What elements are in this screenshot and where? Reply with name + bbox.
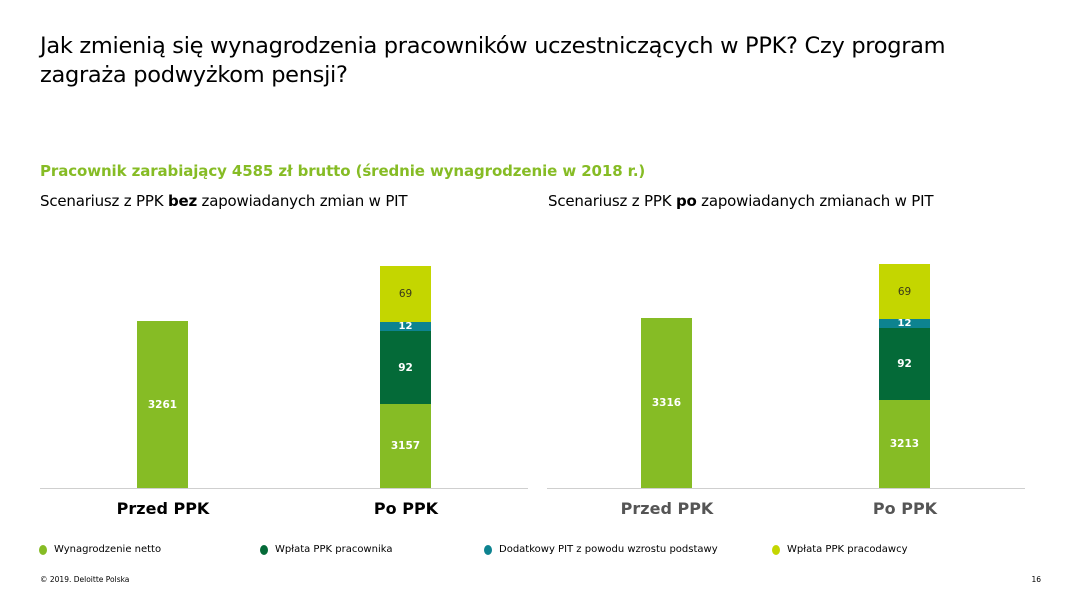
bar-przed-ppk: 3261 [137, 321, 188, 488]
x-label-po-ppk: Po PPK [373, 499, 439, 518]
segment-wynagrodzenie-netto: 3316 [641, 318, 692, 488]
copyright-text: © 2019. Deloitte Polska [40, 575, 130, 584]
legend-dot-icon [39, 544, 47, 555]
x-label-przed-ppk: Przed PPK [620, 499, 714, 518]
scenario-right-bold: po [675, 192, 697, 210]
segment-dodatkowy-pit: 12 [380, 321, 431, 332]
scenario-left-suffix: zapowiadanych zmian w PIT [196, 192, 408, 210]
segment-wplata-pracodawcy: 69 [380, 266, 431, 322]
segment-wplata-pracodawcy: 69 [879, 264, 930, 319]
segment-wplata-pracownika: 92 [879, 328, 930, 400]
legend-item-wplata-pracownika: Wpłata PPK pracownika [260, 544, 392, 555]
page-number: 16 [1031, 575, 1041, 584]
scenario-left-prefix: Scenariusz z PPK [40, 192, 168, 210]
legend-label: Wynagrodzenie netto [54, 544, 162, 555]
segment-wynagrodzenie-netto: 3213 [879, 400, 930, 488]
page-title: Jak zmienią się wynagrodzenia pracownikó… [40, 33, 946, 88]
legend-label: Dodatkowy PIT z powodu wzrostu podstawy [499, 544, 718, 555]
chart-legend: Wynagrodzenie netto Wpłata PPK pracownik… [0, 544, 1079, 560]
bar-przed-ppk: 3316 [641, 318, 692, 488]
x-axis-line [40, 488, 528, 489]
x-label-po-ppk: Po PPK [872, 499, 938, 518]
segment-dodatkowy-pit: 12 [879, 318, 930, 329]
scenario-heading-right: Scenariusz z PPK po zapowiadanych zmiana… [548, 192, 934, 210]
legend-dot-icon [484, 544, 492, 555]
legend-label: Wpłata PPK pracownika [275, 544, 393, 555]
scenario-left-bold: bez [167, 192, 197, 210]
segment-wynagrodzenie-netto: 3261 [137, 321, 188, 488]
segment-wynagrodzenie-netto: 3157 [380, 404, 431, 488]
legend-dot-icon [260, 544, 268, 555]
x-label-przed-ppk: Przed PPK [116, 499, 210, 518]
bar-po-ppk: 69 12 92 3213 [879, 264, 930, 488]
scenario-right-prefix: Scenariusz z PPK [548, 192, 676, 210]
legend-item-wplata-pracodawcy: Wpłata PPK pracodawcy [772, 544, 908, 555]
scenario-heading-left: Scenariusz z PPK bez zapowiadanych zmian… [40, 192, 408, 210]
legend-label: Wpłata PPK pracodawcy [787, 544, 908, 555]
segment-wplata-pracownika: 92 [380, 331, 431, 404]
x-axis-line [547, 488, 1025, 489]
chart-subtitle: Pracownik zarabiający 4585 zł brutto (śr… [40, 162, 646, 180]
legend-item-dodatkowy-pit: Dodatkowy PIT z powodu wzrostu podstawy [484, 544, 718, 555]
legend-item-wynagrodzenie-netto: Wynagrodzenie netto [39, 544, 161, 555]
bar-po-ppk: 69 12 92 3157 [380, 266, 431, 488]
legend-dot-icon [772, 544, 780, 555]
scenario-right-suffix: zapowiadanych zmianach w PIT [696, 192, 934, 210]
